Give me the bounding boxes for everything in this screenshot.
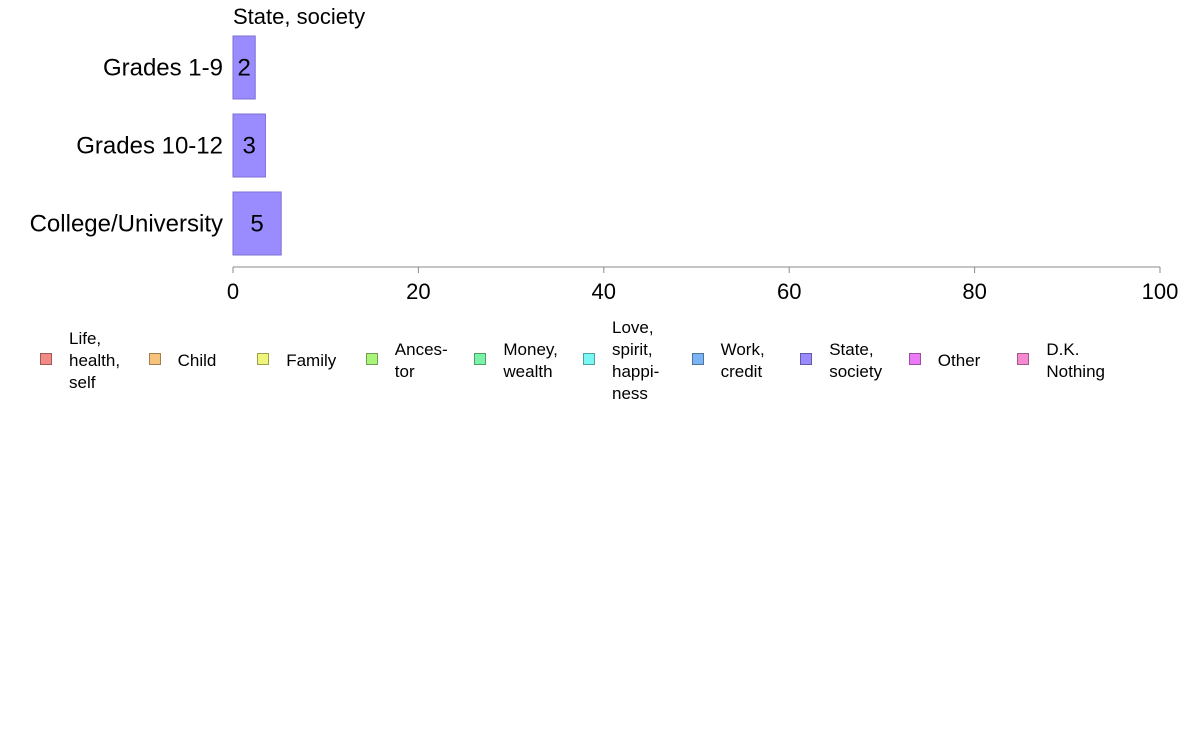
bar <box>232 35 256 100</box>
category-label: Grades 1-9 <box>103 55 223 82</box>
legend-label: Work, credit <box>720 340 765 381</box>
x-tick-label: 40 <box>592 279 616 304</box>
legend-label: Other <box>937 351 981 370</box>
x-tick-label: 100 <box>1142 279 1179 304</box>
chart-title: State, society <box>233 4 365 29</box>
x-tick-label: 60 <box>777 279 801 304</box>
legend-swatch <box>474 353 487 365</box>
bar <box>232 191 282 256</box>
bar-value-label: 2 <box>237 55 250 82</box>
legend-swatch <box>148 353 161 365</box>
category-label: College/University <box>30 211 223 238</box>
legend-label: Child <box>177 351 217 370</box>
legend-swatch <box>691 353 704 365</box>
legend-label: Money, wealth <box>503 340 558 381</box>
legend-swatch <box>800 353 813 365</box>
category-label: Grades 10-12 <box>76 133 223 160</box>
legend-label: Family <box>286 351 337 370</box>
legend-swatch <box>257 353 270 365</box>
legend-label: State, society <box>829 340 883 381</box>
legend-swatch <box>1017 353 1030 365</box>
legend-swatch <box>40 353 52 365</box>
bar-value-label: 5 <box>250 211 263 238</box>
bars-layer: Grades 1-9 2 Grades 10-12 3 College/Universi… <box>30 35 282 256</box>
x-tick-label: 80 <box>962 279 986 304</box>
legend-label: Life, health, self <box>69 329 121 392</box>
legend-label: D.K. Nothing <box>1046 340 1105 381</box>
bar-chart: State, society Grades 1-9 2 Grades 10-12 3 C… <box>30 4 1179 304</box>
legend: Life, health, self Child Family Ances- tor M… <box>0 316 1188 406</box>
bar <box>232 113 266 178</box>
x-axis: 0 20 40 60 80 100 <box>227 266 1179 304</box>
legend-label: Love, spirit, happi- ness <box>612 318 660 403</box>
x-tick-label: 20 <box>406 279 430 304</box>
legend-swatch <box>583 353 595 365</box>
bar-value-label: 3 <box>243 133 256 160</box>
legend-swatch <box>365 353 378 365</box>
x-tick-label: 0 <box>227 279 239 304</box>
legend-label: Ances- tor <box>394 340 448 381</box>
legend-swatch <box>908 353 921 365</box>
